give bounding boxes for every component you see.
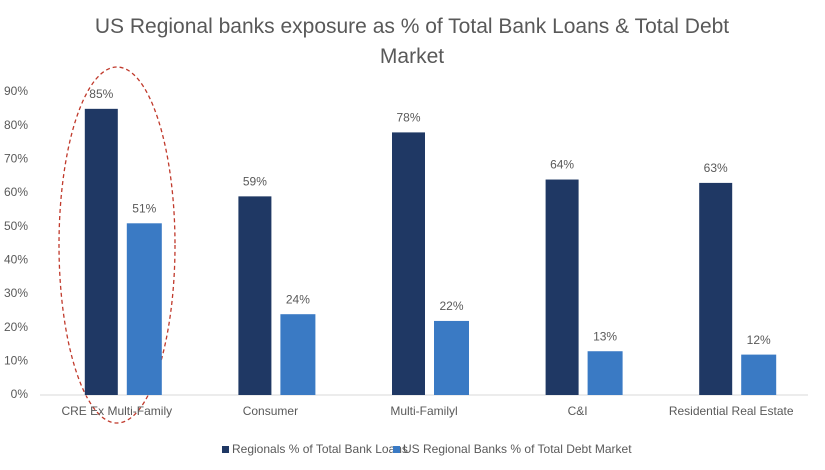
data-label: 13% [593, 329, 617, 343]
data-label: 78% [396, 111, 420, 125]
bar [84, 108, 118, 395]
y-tick-label: 10% [4, 354, 28, 368]
bar [587, 351, 623, 395]
bar [392, 132, 425, 395]
legend-label: Regionals % of Total Bank Loans [232, 442, 408, 456]
data-label: 51% [132, 201, 156, 215]
data-label: 63% [704, 161, 728, 175]
data-label: 85% [89, 87, 113, 101]
x-tick-label: Consumer [243, 404, 298, 418]
x-tick-label: C&I [568, 404, 588, 418]
y-tick-label: 50% [4, 219, 28, 233]
y-tick-label: 20% [4, 320, 28, 334]
y-tick-label: 60% [4, 185, 28, 199]
y-tick-label: 80% [4, 118, 28, 132]
chart-title: US Regional banks exposure as % of Total… [94, 15, 730, 68]
y-tick-label: 40% [4, 253, 28, 267]
legend-label: US Regional Banks % of Total Debt Market [403, 442, 632, 456]
x-tick-label: Residential Real Estate [669, 404, 794, 418]
data-label: 59% [243, 175, 267, 189]
legend-swatch [222, 446, 229, 453]
y-tick-label: 0% [11, 387, 29, 401]
highlight-ellipse [58, 66, 176, 424]
bar [280, 314, 316, 395]
data-label: 12% [747, 333, 771, 347]
data-label: 24% [286, 292, 310, 306]
bar [126, 223, 162, 395]
y-tick-label: 30% [4, 286, 28, 300]
bar [741, 354, 777, 395]
data-label: 64% [550, 158, 574, 172]
data-label: 22% [439, 299, 463, 313]
y-tick-label: 70% [4, 152, 28, 166]
x-tick-label: CRE Ex Multi-Family [61, 404, 172, 418]
legend-swatch [393, 446, 400, 453]
bar [434, 320, 469, 395]
bar [699, 182, 733, 395]
x-tick-label: Multi-Familyl [390, 404, 457, 418]
y-tick-label: 90% [4, 84, 28, 98]
bar [238, 196, 272, 395]
bar [545, 179, 579, 395]
